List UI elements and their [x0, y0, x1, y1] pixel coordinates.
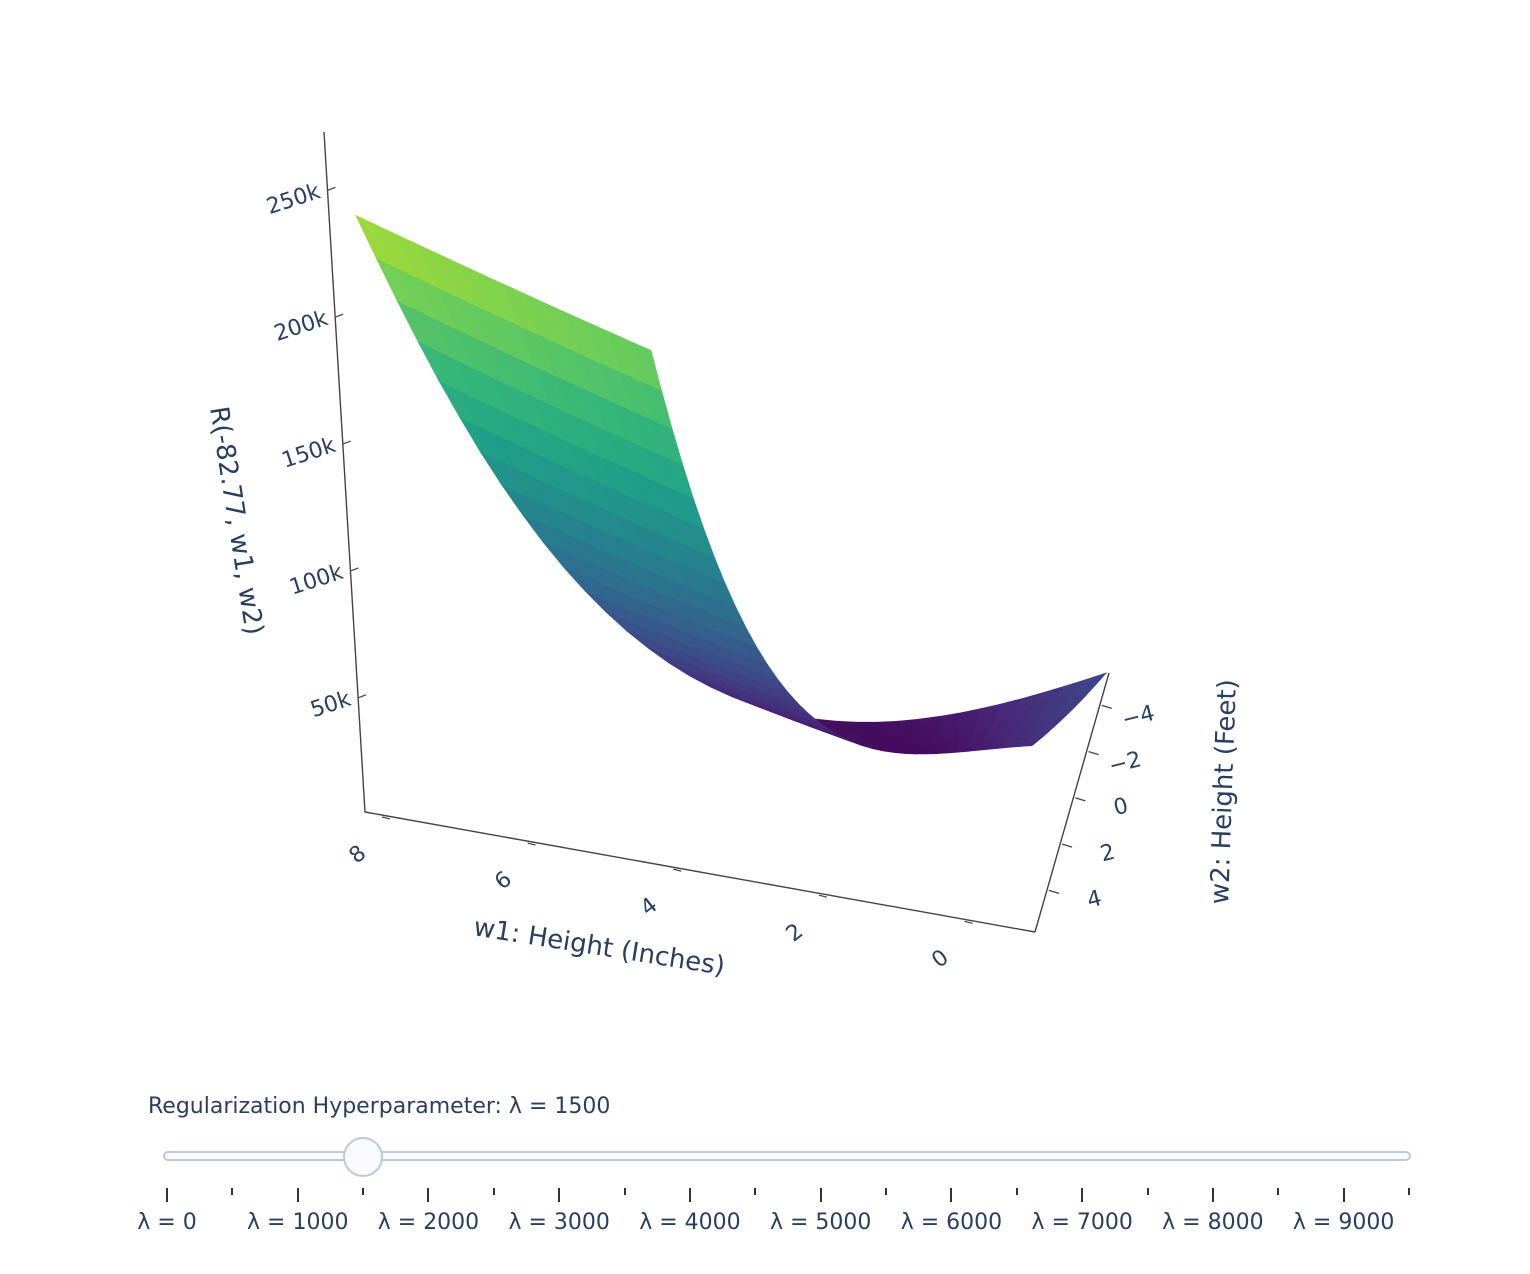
x-axis-tick	[964, 920, 973, 924]
slider-minor-tick	[1408, 1188, 1410, 1195]
slider-minor-tick	[492, 1188, 495, 1195]
x-axis-tick	[818, 894, 828, 898]
z-tick-label: 150k	[279, 433, 339, 474]
z-tick-label: 250k	[264, 179, 324, 220]
z-axis-tick	[350, 567, 359, 572]
slider-minor-tick	[1146, 1188, 1149, 1195]
slider-major-tick	[1211, 1188, 1214, 1202]
y-axis-line	[1034, 672, 1110, 933]
slider-step-label[interactable]: λ = 3000	[508, 1210, 610, 1235]
slider-handle[interactable]	[343, 1137, 384, 1177]
x-tick-label: 0	[927, 945, 953, 973]
x-axis-tick	[673, 868, 682, 872]
surface-patch	[934, 750, 948, 755]
slider-minor-tick	[1015, 1188, 1018, 1195]
y-axis-title: w2: Height (Feet)	[1205, 679, 1243, 905]
x-axis-tick	[381, 816, 391, 820]
slider-minor-tick	[754, 1188, 757, 1195]
surface-patch	[957, 747, 970, 753]
z-axis-title: R(-82.77, w1, w2)	[203, 404, 269, 637]
y-axis-tick	[1101, 704, 1112, 709]
surface-mesh[interactable]	[355, 214, 1108, 755]
slider-major-tick	[950, 1188, 953, 1202]
x-tick-label: 6	[490, 867, 516, 895]
slider-major-tick	[1081, 1188, 1084, 1202]
y-tick-label: 2	[1098, 840, 1118, 868]
z-tick-label: 200k	[271, 306, 331, 347]
y-axis-tick	[1088, 751, 1099, 756]
slider-step-label[interactable]: λ = 5000	[769, 1210, 872, 1235]
slider-minor-tick	[623, 1188, 626, 1195]
slider-title: Regularization Hyperparameter: λ = 1500	[148, 1094, 611, 1119]
slider-major-tick	[427, 1188, 430, 1202]
x-axis-tick	[527, 842, 536, 846]
y-tick-label: 0	[1111, 793, 1131, 821]
slider-step-label[interactable]: λ = 7000	[1031, 1210, 1133, 1235]
slider-step-label[interactable]: λ = 8000	[1162, 1210, 1264, 1235]
z-tick-label: 50k	[308, 687, 355, 723]
z-axis-tick	[327, 186, 336, 191]
y-axis-tick	[1075, 797, 1086, 802]
slider-major-tick	[1342, 1188, 1345, 1202]
slider-minor-tick	[1277, 1188, 1280, 1195]
y-tick-label: −4	[1120, 701, 1158, 733]
slider-step-label[interactable]: λ = 4000	[639, 1210, 741, 1235]
x-tick-label: 8	[345, 841, 371, 869]
axes	[323, 131, 1110, 933]
z-axis-tick	[342, 440, 352, 445]
surface-patch	[1020, 740, 1039, 747]
slider-major-tick	[296, 1188, 299, 1202]
y-axis-tick	[1048, 889, 1060, 894]
y-axis-tick	[1061, 843, 1073, 848]
x-axis-title: w1: Height (Inches)	[472, 912, 727, 981]
z-axis-tick	[334, 313, 344, 318]
x-tick-label: 4	[636, 893, 662, 921]
slider-step-label[interactable]: λ = 1000	[247, 1210, 349, 1235]
z-tick-label: 100k	[287, 560, 347, 601]
slider-minor-tick	[362, 1188, 365, 1195]
slider-step-label[interactable]: λ = 0	[137, 1210, 197, 1235]
slider-minor-tick	[885, 1188, 888, 1195]
slider-major-tick	[819, 1188, 822, 1202]
y-tick-label: 4	[1085, 886, 1105, 914]
slider-step-label[interactable]: λ = 6000	[900, 1210, 1003, 1235]
slider-major-tick	[558, 1188, 561, 1202]
y-tick-label: −2	[1106, 747, 1144, 779]
x-tick-label: 2	[782, 919, 808, 947]
z-axis-line	[323, 131, 366, 813]
slider-step-label[interactable]: λ = 2000	[377, 1210, 480, 1235]
slider-step-label[interactable]: λ = 9000	[1292, 1210, 1395, 1235]
slider-major-tick	[166, 1188, 168, 1202]
z-axis-tick	[357, 694, 367, 699]
slider-rail[interactable]	[163, 1151, 1411, 1161]
surface-patch	[946, 749, 959, 754]
slider-major-tick	[688, 1188, 691, 1202]
slider-minor-tick	[231, 1188, 234, 1195]
surface-patch	[923, 750, 938, 755]
x-axis-line	[364, 811, 1036, 933]
